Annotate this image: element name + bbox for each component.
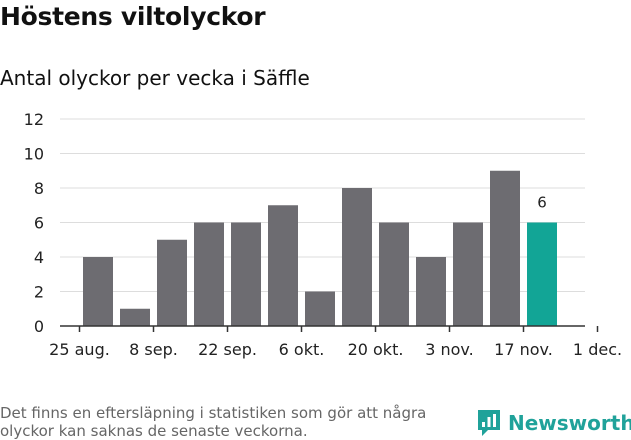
bar bbox=[379, 222, 409, 326]
bar bbox=[305, 291, 335, 326]
x-tick-label: 1 dec. bbox=[573, 340, 622, 359]
x-tick-label: 25 aug. bbox=[49, 340, 110, 359]
footnote: Det finns en eftersläpning i statistiken… bbox=[0, 404, 427, 440]
x-tick-label: 6 okt. bbox=[279, 340, 325, 359]
x-tick-label: 20 okt. bbox=[348, 340, 404, 359]
bar bbox=[120, 308, 150, 326]
newsworthy-logo-icon bbox=[478, 410, 500, 436]
y-tick-label: 12 bbox=[24, 110, 44, 129]
bar bbox=[453, 222, 483, 326]
y-tick-label: 0 bbox=[34, 317, 44, 336]
brand-logo: Newsworthy bbox=[476, 408, 631, 438]
bar bbox=[527, 222, 557, 326]
bar bbox=[416, 257, 446, 326]
brand-name: Newsworthy bbox=[508, 411, 631, 435]
y-tick-label: 2 bbox=[34, 283, 44, 302]
x-tick-label: 8 sep. bbox=[129, 340, 178, 359]
bar-chart: 0 2 4 6 8 10 12 6 25 aug. 8 sep. 22 sep. 6 okt. 20 o… bbox=[24, 110, 622, 359]
y-tick-label: 10 bbox=[24, 145, 44, 164]
bar bbox=[157, 239, 187, 326]
y-tick-label: 6 bbox=[34, 214, 44, 233]
bar bbox=[490, 170, 520, 326]
x-tick-label: 17 nov. bbox=[494, 340, 553, 359]
x-tick-label: 3 nov. bbox=[425, 340, 474, 359]
bar bbox=[83, 257, 113, 326]
bar bbox=[342, 188, 372, 326]
bar bbox=[231, 222, 261, 326]
bar bbox=[268, 205, 298, 326]
chart-subtitle: Antal olyckor per vecka i Säffle bbox=[0, 66, 310, 90]
data-label: 6 bbox=[537, 194, 547, 212]
chart-title: Höstens viltolyckor bbox=[0, 2, 266, 31]
bar bbox=[194, 222, 224, 326]
y-tick-label: 8 bbox=[34, 179, 44, 198]
x-tick-label: 22 sep. bbox=[198, 340, 257, 359]
y-tick-label: 4 bbox=[34, 248, 44, 267]
